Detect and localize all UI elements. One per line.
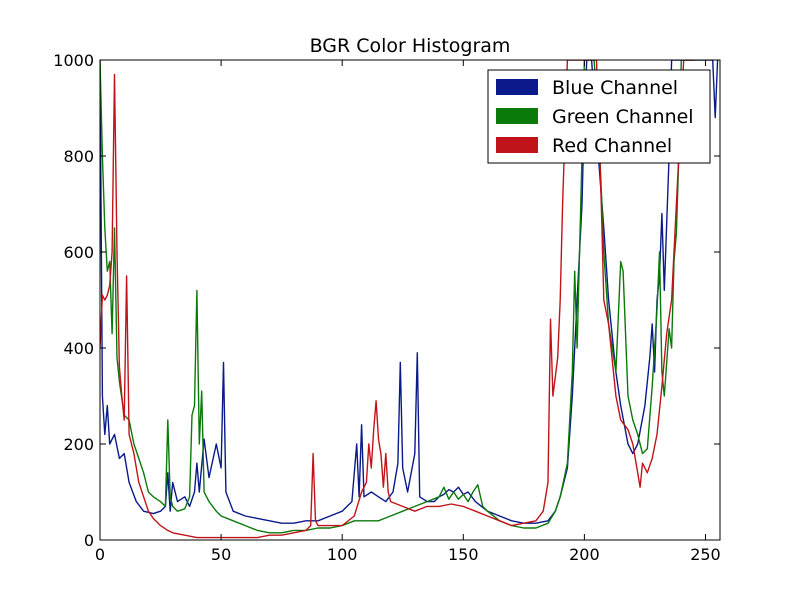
series-line-red-channel — [100, 60, 694, 539]
series-layer — [100, 60, 719, 539]
x-tick-label: 0 — [95, 545, 105, 564]
y-tick-label: 200 — [63, 435, 94, 454]
y-tick-label: 400 — [63, 339, 94, 358]
y-tick-label: 1000 — [53, 51, 94, 70]
legend-swatch-blue-channel — [496, 79, 538, 95]
legend-label-blue-channel: Blue Channel — [552, 77, 678, 99]
x-tick-label: 200 — [569, 545, 600, 564]
chart-title: BGR Color Histogram — [310, 35, 511, 57]
x-tick-label: 100 — [327, 545, 358, 564]
y-tick-label: 600 — [63, 243, 94, 262]
legend-label-green-channel: Green Channel — [552, 106, 694, 128]
y-tick-label: 800 — [63, 147, 94, 166]
axis-ticks: 0 50 100 150 200 250 0 200 400 600 800 1000 — [53, 51, 720, 564]
legend: Blue Channel Green Channel Red Channel — [487, 69, 711, 164]
series-line-green-channel — [100, 60, 694, 534]
y-tick-label: 0 — [84, 531, 94, 550]
x-tick-label: 50 — [211, 545, 231, 564]
legend-swatch-red-channel — [496, 137, 538, 153]
legend-swatch-green-channel — [496, 108, 538, 124]
series-line-blue-channel — [100, 60, 719, 524]
legend-label-red-channel: Red Channel — [552, 135, 672, 157]
plot-frame — [99, 59, 721, 541]
x-tick-label: 250 — [690, 545, 721, 564]
x-tick-label: 150 — [448, 545, 479, 564]
